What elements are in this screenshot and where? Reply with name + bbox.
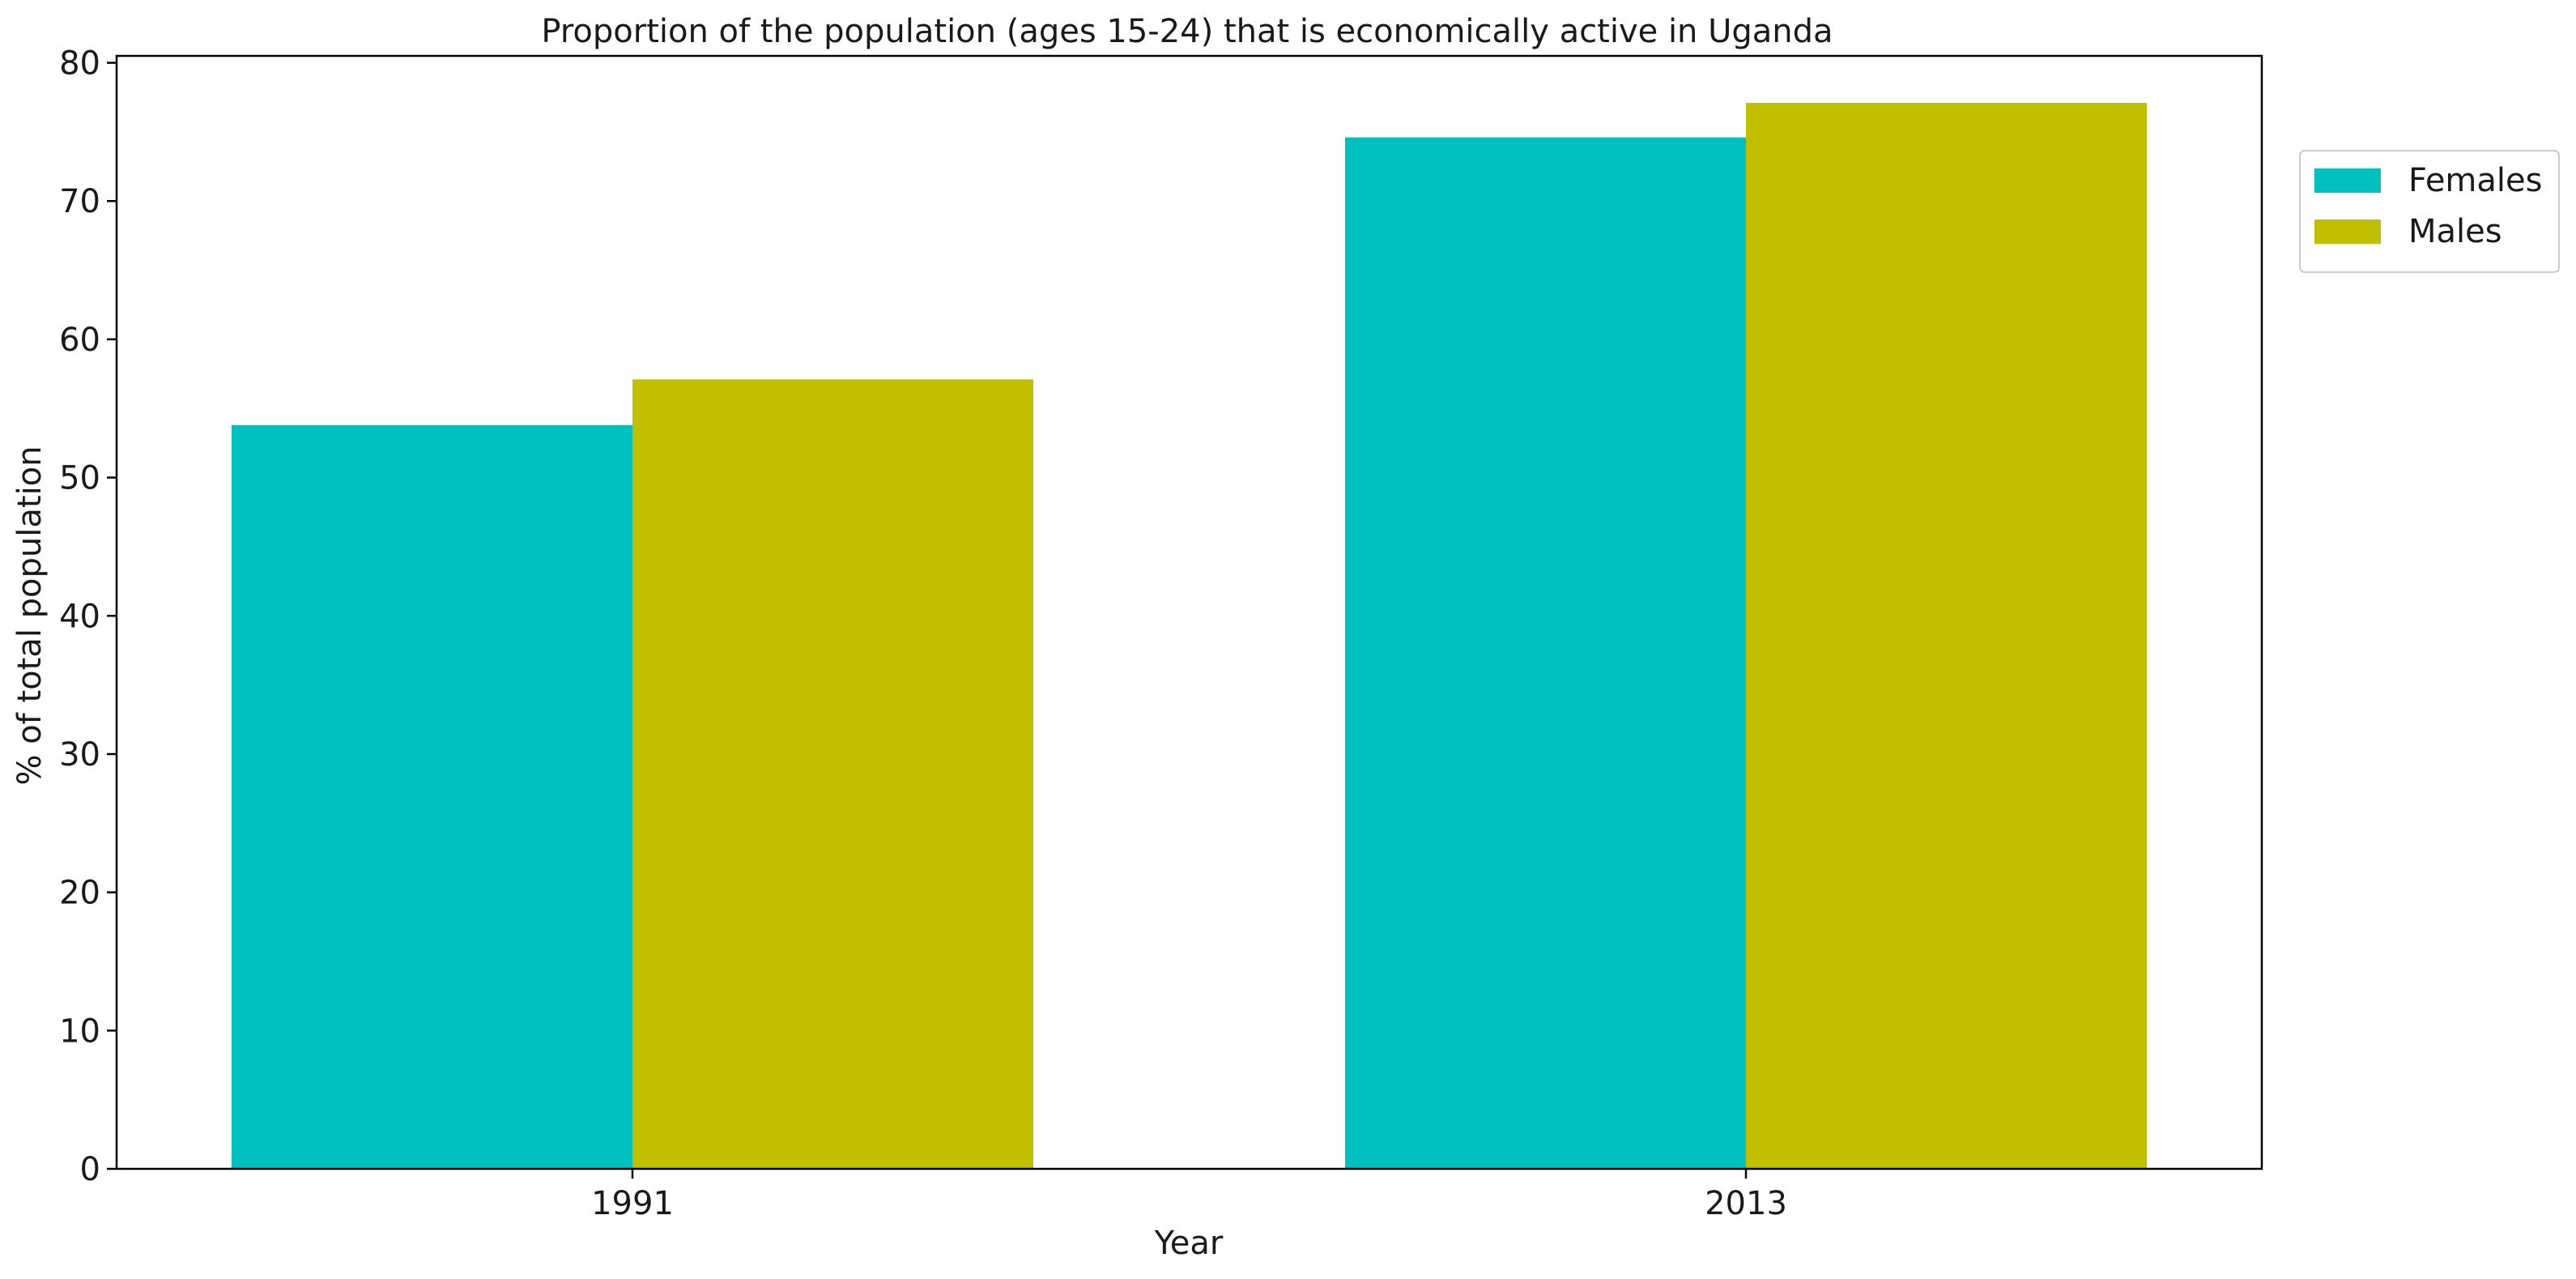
y-tick-label: 10	[59, 1013, 100, 1050]
y-tick-label: 20	[59, 875, 100, 912]
bar-females-1991	[232, 424, 632, 1169]
bars-group	[232, 103, 2147, 1169]
legend-swatch-females	[2314, 168, 2381, 193]
legend: Females Males	[2299, 150, 2560, 273]
legend-label-males: Males	[2408, 213, 2502, 250]
bar-males-1991	[632, 379, 1033, 1169]
plot-frame	[115, 54, 2263, 1170]
chart-title: Proportion of the population (ages 15-24…	[541, 13, 1833, 50]
y-tick-label: 40	[59, 598, 100, 635]
x-axis-label: Year	[1154, 1225, 1224, 1262]
y-tick-label: 80	[59, 45, 100, 83]
legend-swatch-males	[2314, 220, 2381, 244]
y-tick-label: 30	[59, 736, 100, 774]
x-tick-label: 2013	[1705, 1185, 1787, 1222]
bar-males-2013	[1746, 103, 2147, 1169]
y-axis-label: % of total population	[11, 446, 49, 785]
y-tick-label: 50	[59, 460, 100, 497]
y-tick-label: 60	[59, 322, 100, 359]
y-axis-ticks: 0 10 20 30 40 50 60 70 80	[59, 45, 117, 1188]
y-tick-label: 0	[80, 1151, 100, 1188]
bar-females-2013	[1345, 137, 1746, 1169]
x-tick-label: 1991	[591, 1185, 674, 1222]
y-tick-label: 70	[59, 183, 100, 220]
legend-label-females: Females	[2408, 162, 2542, 199]
x-axis-ticks: 1991 2013	[591, 1169, 1787, 1222]
